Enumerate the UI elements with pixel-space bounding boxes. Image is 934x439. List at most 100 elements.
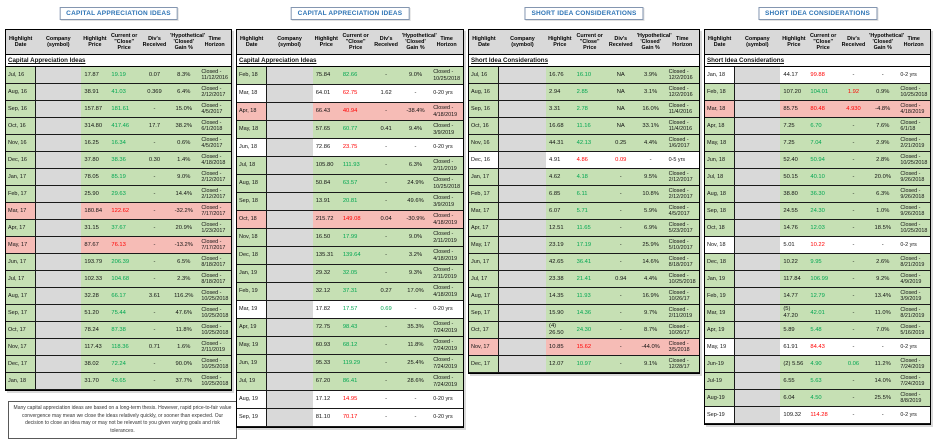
company-symbol-cell-redacted[interactable] [34,185,82,203]
time-horizon-cell[interactable]: Closed -11/12/2016 [198,66,231,84]
company-symbol-cell-redacted[interactable] [34,372,82,390]
highlight-price-cell[interactable]: 117.43 [81,338,109,356]
divs-received-cell[interactable]: - [605,168,636,186]
idea-row[interactable]: Feb, 17 6.85 6.11-10.8% Closed -2/12/2017 [469,185,699,203]
divs-received-cell[interactable]: - [605,236,636,254]
highlight-date-cell[interactable]: Jan, 17 [6,168,36,186]
current-close-price-cell[interactable]: 16.34 [108,134,140,152]
time-horizon-cell[interactable]: 0-20 yrs [430,138,463,157]
gain-percent-cell[interactable]: - [400,408,431,427]
highlight-date-cell[interactable]: Mar, 18 [705,100,735,118]
company-symbol-cell-redacted[interactable] [265,102,313,121]
idea-row[interactable]: Dec, 16 4.91 4.86 0.09-0-5 yrs [469,151,699,169]
time-horizon-cell[interactable]: Closed -7/24/2019 [430,336,463,355]
current-close-price-cell[interactable]: 4.18 [573,168,606,186]
current-close-price-cell[interactable]: 37.31 [339,282,372,301]
highlight-price-cell[interactable]: 29.32 [312,264,340,283]
current-close-price-cell[interactable]: 11.65 [573,219,606,237]
idea-row[interactable]: Apr, 19 5.89 5.48-7.0% Closed -5/16/2019 [705,321,930,339]
highlight-price-cell[interactable]: 109.32 [780,406,808,424]
current-close-price-cell[interactable]: 4.50 [807,389,839,407]
current-close-price-cell[interactable]: 17.99 [339,228,372,247]
gain-percent-cell[interactable]: -13.2% [169,236,199,254]
time-horizon-cell[interactable]: Closed -5/16/2019 [897,321,930,339]
divs-received-cell[interactable]: - [371,318,401,337]
gain-percent-cell[interactable]: 25.9% [635,236,666,254]
divs-received-cell[interactable]: - [838,168,869,186]
idea-row[interactable]: Jul-19 6.55 5.63-14.0% Closed -7/24/2019 [705,372,930,390]
current-close-price-cell[interactable]: 40.10 [807,168,839,186]
company-symbol-cell-redacted[interactable] [733,236,781,254]
current-close-price-cell[interactable]: 87.38 [108,321,140,339]
highlight-date-cell[interactable]: May, 18 [237,120,267,139]
time-horizon-cell[interactable]: Closed -3/9/2019 [430,192,463,211]
gain-percent-cell[interactable]: - [868,66,898,84]
gain-percent-cell[interactable]: 1.0% [868,202,898,220]
current-close-price-cell[interactable]: 12.79 [807,287,839,305]
time-horizon-cell[interactable]: 0-2 yrs [897,236,930,254]
highlight-price-cell[interactable]: 31.70 [81,372,109,390]
company-symbol-cell-redacted[interactable] [34,168,82,186]
highlight-price-cell[interactable]: 5.89 [780,321,808,339]
company-symbol-cell-redacted[interactable] [498,219,547,237]
divs-received-cell[interactable]: - [371,390,401,409]
idea-row[interactable]: Feb, 18 75.84 82.66-9.0% Closed -10/25/2018 [237,66,463,85]
highlight-price-cell[interactable]: 17.87 [81,66,109,84]
idea-row[interactable]: Jan, 17 4.62 4.18-9.5% Closed -2/12/2017 [469,168,699,186]
highlight-date-cell[interactable]: Jun, 17 [6,253,36,271]
highlight-date-cell[interactable]: Sep, 17 [469,304,499,322]
time-horizon-cell[interactable]: Closed -12/2/2016 [665,83,699,101]
highlight-price-cell[interactable]: 16.76 [546,66,574,84]
highlight-price-cell[interactable]: 180.84 [81,202,109,220]
time-horizon-cell[interactable]: Closed -10/25/2018 [430,174,463,193]
highlight-price-cell[interactable]: 12.07 [546,355,574,373]
gain-percent-cell[interactable]: 16.9% [635,287,666,305]
highlight-price-cell[interactable]: 6.55 [780,372,808,390]
gain-percent-cell[interactable]: - [635,151,666,169]
time-horizon-cell[interactable]: Closed -10/26/17 [665,321,699,339]
company-symbol-cell-redacted[interactable] [733,100,781,118]
idea-row[interactable]: Jul, 19 67.20 86.41-28.6% Closed -7/24/2019 [237,372,463,391]
current-close-price-cell[interactable]: 50.94 [807,151,839,169]
time-horizon-cell[interactable]: Closed -6/1/18 [897,117,930,135]
time-horizon-cell[interactable]: 0-20 yrs [430,300,463,319]
idea-row[interactable]: Nov, 17 10.85 15.62- -44.0% Closed -3/5/2018 [469,338,699,356]
company-symbol-cell-redacted[interactable] [498,236,547,254]
gain-percent-cell[interactable]: 6.5% [169,253,199,271]
highlight-date-cell[interactable]: Jul, 19 [237,372,267,391]
highlight-date-cell[interactable]: Feb, 17 [469,185,499,203]
highlight-price-cell[interactable]: (2) 5.56 [780,355,808,373]
highlight-date-cell[interactable]: Oct, 16 [6,117,36,135]
company-symbol-cell-redacted[interactable] [265,228,313,247]
highlight-price-cell[interactable]: 6.04 [780,389,808,407]
highlight-price-cell[interactable]: 157.87 [81,100,109,118]
highlight-date-cell[interactable]: Jul, 18 [237,156,267,175]
time-horizon-cell[interactable]: Closed -4/5/2017 [198,134,231,152]
highlight-date-cell[interactable]: Mar, 18 [237,84,267,103]
current-close-price-cell[interactable]: 21.41 [573,270,606,288]
time-horizon-cell[interactable]: Closed -4/18/2019 [430,210,463,229]
current-close-price-cell[interactable]: 24.30 [807,202,839,220]
idea-row[interactable]: Nov, 16 16.25 16.34-0.6% Closed -4/5/2017 [6,134,231,152]
highlight-date-cell[interactable]: Apr, 19 [705,321,735,339]
highlight-date-cell[interactable]: Dec, 16 [6,151,36,169]
current-close-price-cell[interactable]: 29.63 [108,185,140,203]
divs-received-cell[interactable]: - [838,219,869,237]
company-symbol-cell-redacted[interactable] [265,84,313,103]
company-symbol-cell-redacted[interactable] [265,372,313,391]
divs-received-cell[interactable]: - [838,236,869,254]
company-symbol-cell-redacted[interactable] [34,117,82,135]
current-close-price-cell[interactable]: 40.94 [339,102,372,121]
divs-received-cell[interactable]: 0.25 [605,134,636,152]
idea-row[interactable]: May, 17 23.19 17.19-25.9% Closed -5/10/2017 [469,236,699,254]
gain-percent-cell[interactable]: 47.6% [169,304,199,322]
idea-row[interactable]: Mar, 17 180.84 122.62- -32.2% Closed -7/17/2… [6,202,231,220]
idea-row[interactable]: May, 18 57.65 60.77 0.41 9.4% Closed -3/9/201… [237,120,463,139]
highlight-date-cell[interactable]: Nov, 16 [469,134,499,152]
company-symbol-cell-redacted[interactable] [498,185,547,203]
gain-percent-cell[interactable]: 9.7% [635,304,666,322]
highlight-date-cell[interactable]: Mar, 19 [705,304,735,322]
current-close-price-cell[interactable]: 37.67 [108,219,140,237]
current-close-price-cell[interactable]: 114.28 [807,406,839,424]
idea-row[interactable]: Feb, 19 14.77 12.79-13.4% Closed -3/9/2019 [705,287,930,305]
